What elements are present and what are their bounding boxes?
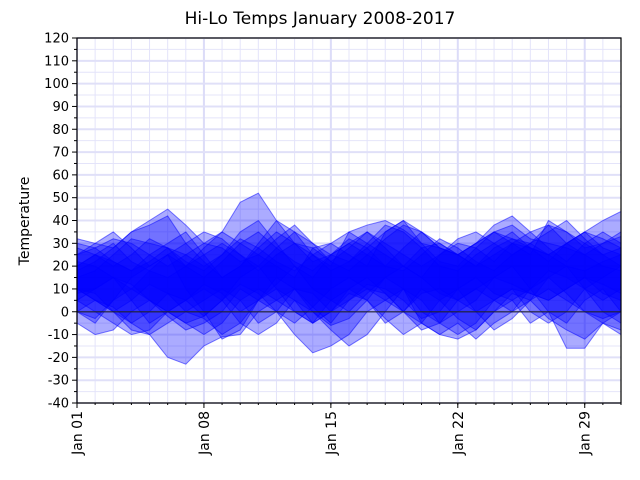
x-tick-label: Jan 29 <box>578 411 594 456</box>
y-tick-label: 100 <box>44 77 69 92</box>
y-axis-label: Temperature <box>17 177 33 267</box>
y-tick-label: 30 <box>52 237 69 252</box>
x-tick-label: Jan 01 <box>70 411 86 456</box>
y-tick-label: 50 <box>52 191 69 206</box>
y-tick-label: 120 <box>44 32 69 47</box>
y-tick-label: 0 <box>61 305 69 320</box>
y-tick-label: 10 <box>52 282 69 297</box>
y-tick-label: -30 <box>48 374 69 389</box>
grid <box>76 37 622 404</box>
x-tick-label: Jan 08 <box>197 411 213 456</box>
y-tick-label: -20 <box>48 351 69 366</box>
y-tick-label: -40 <box>48 397 69 412</box>
y-tick-label: 40 <box>52 214 69 229</box>
y-tick-label: -10 <box>48 328 69 343</box>
y-tick-label: 80 <box>52 123 69 138</box>
x-tick-label: Jan 15 <box>324 411 340 456</box>
y-tick-label: 20 <box>52 260 69 275</box>
axes: -40 -30 -20 -10 0 10 20 30 40 50 60 70 80 90 100 110 120… <box>44 32 622 456</box>
y-tick-label: 60 <box>52 168 69 183</box>
x-tick-label: Jan 22 <box>451 411 467 456</box>
y-tick-label: 70 <box>52 146 69 161</box>
chart-title: Hi-Lo Temps January 2008-2017 <box>185 9 456 29</box>
y-tick-label: 90 <box>52 100 69 115</box>
temperature-bands <box>76 192 622 365</box>
y-tick-label: 110 <box>44 54 69 69</box>
